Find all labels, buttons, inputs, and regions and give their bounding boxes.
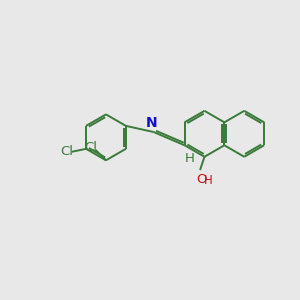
Text: Cl: Cl xyxy=(84,141,97,154)
Text: H: H xyxy=(204,174,213,187)
Text: O: O xyxy=(196,173,207,186)
Text: N: N xyxy=(146,116,157,130)
Text: H: H xyxy=(185,152,195,165)
Text: Cl: Cl xyxy=(60,145,73,158)
